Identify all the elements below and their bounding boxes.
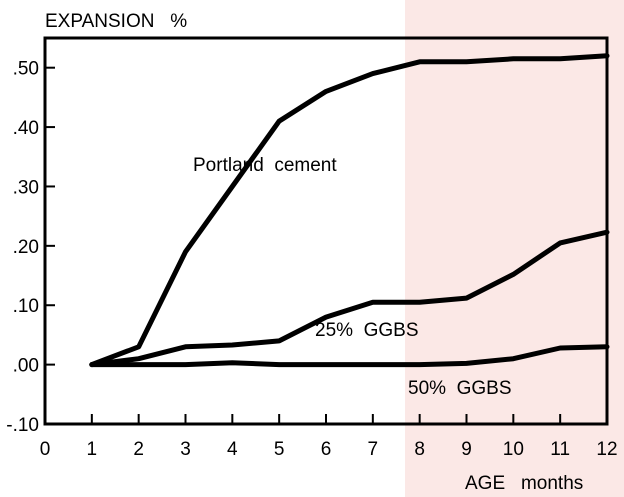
x-axis-label: AGE months [465, 473, 583, 494]
background-tint [405, 0, 624, 497]
x-tick-label: 6 [321, 439, 332, 460]
x-tick-label: 12 [596, 439, 617, 460]
x-tick-label: 7 [368, 439, 379, 460]
y-axis-label: EXPANSION % [45, 11, 187, 32]
x-tick-label: 4 [227, 439, 238, 460]
series-label-25-ggbs: 25% GGBS [315, 320, 419, 341]
x-tick-label: 3 [180, 439, 191, 460]
y-tick-label: .30 [13, 177, 39, 198]
x-tick-label: 9 [461, 439, 472, 460]
series-label-50-ggbs: 50% GGBS [408, 378, 512, 399]
series-line-0 [89, 53, 610, 368]
series-label-portland-cement: Portland cement [193, 155, 337, 176]
x-tick-label: 11 [550, 439, 570, 460]
series-line-2 [89, 344, 610, 368]
y-tick-label: -.10 [6, 415, 39, 436]
x-tick-label: 1 [87, 439, 98, 460]
x-tick-label: 5 [274, 439, 285, 460]
x-tick-label: 8 [414, 439, 425, 460]
tick-marks [45, 66, 562, 425]
series-lines [89, 53, 610, 368]
y-tick-label: .20 [13, 237, 39, 258]
y-tick-label: .00 [13, 356, 39, 377]
x-tick-label: 10 [503, 439, 524, 460]
x-tick-label: 0 [40, 439, 51, 460]
series-line-1 [89, 229, 610, 368]
x-tick-label: 2 [133, 439, 144, 460]
y-tick-label: .10 [13, 296, 39, 317]
y-tick-label: .40 [13, 118, 39, 139]
y-tick-label: .50 [13, 59, 39, 80]
